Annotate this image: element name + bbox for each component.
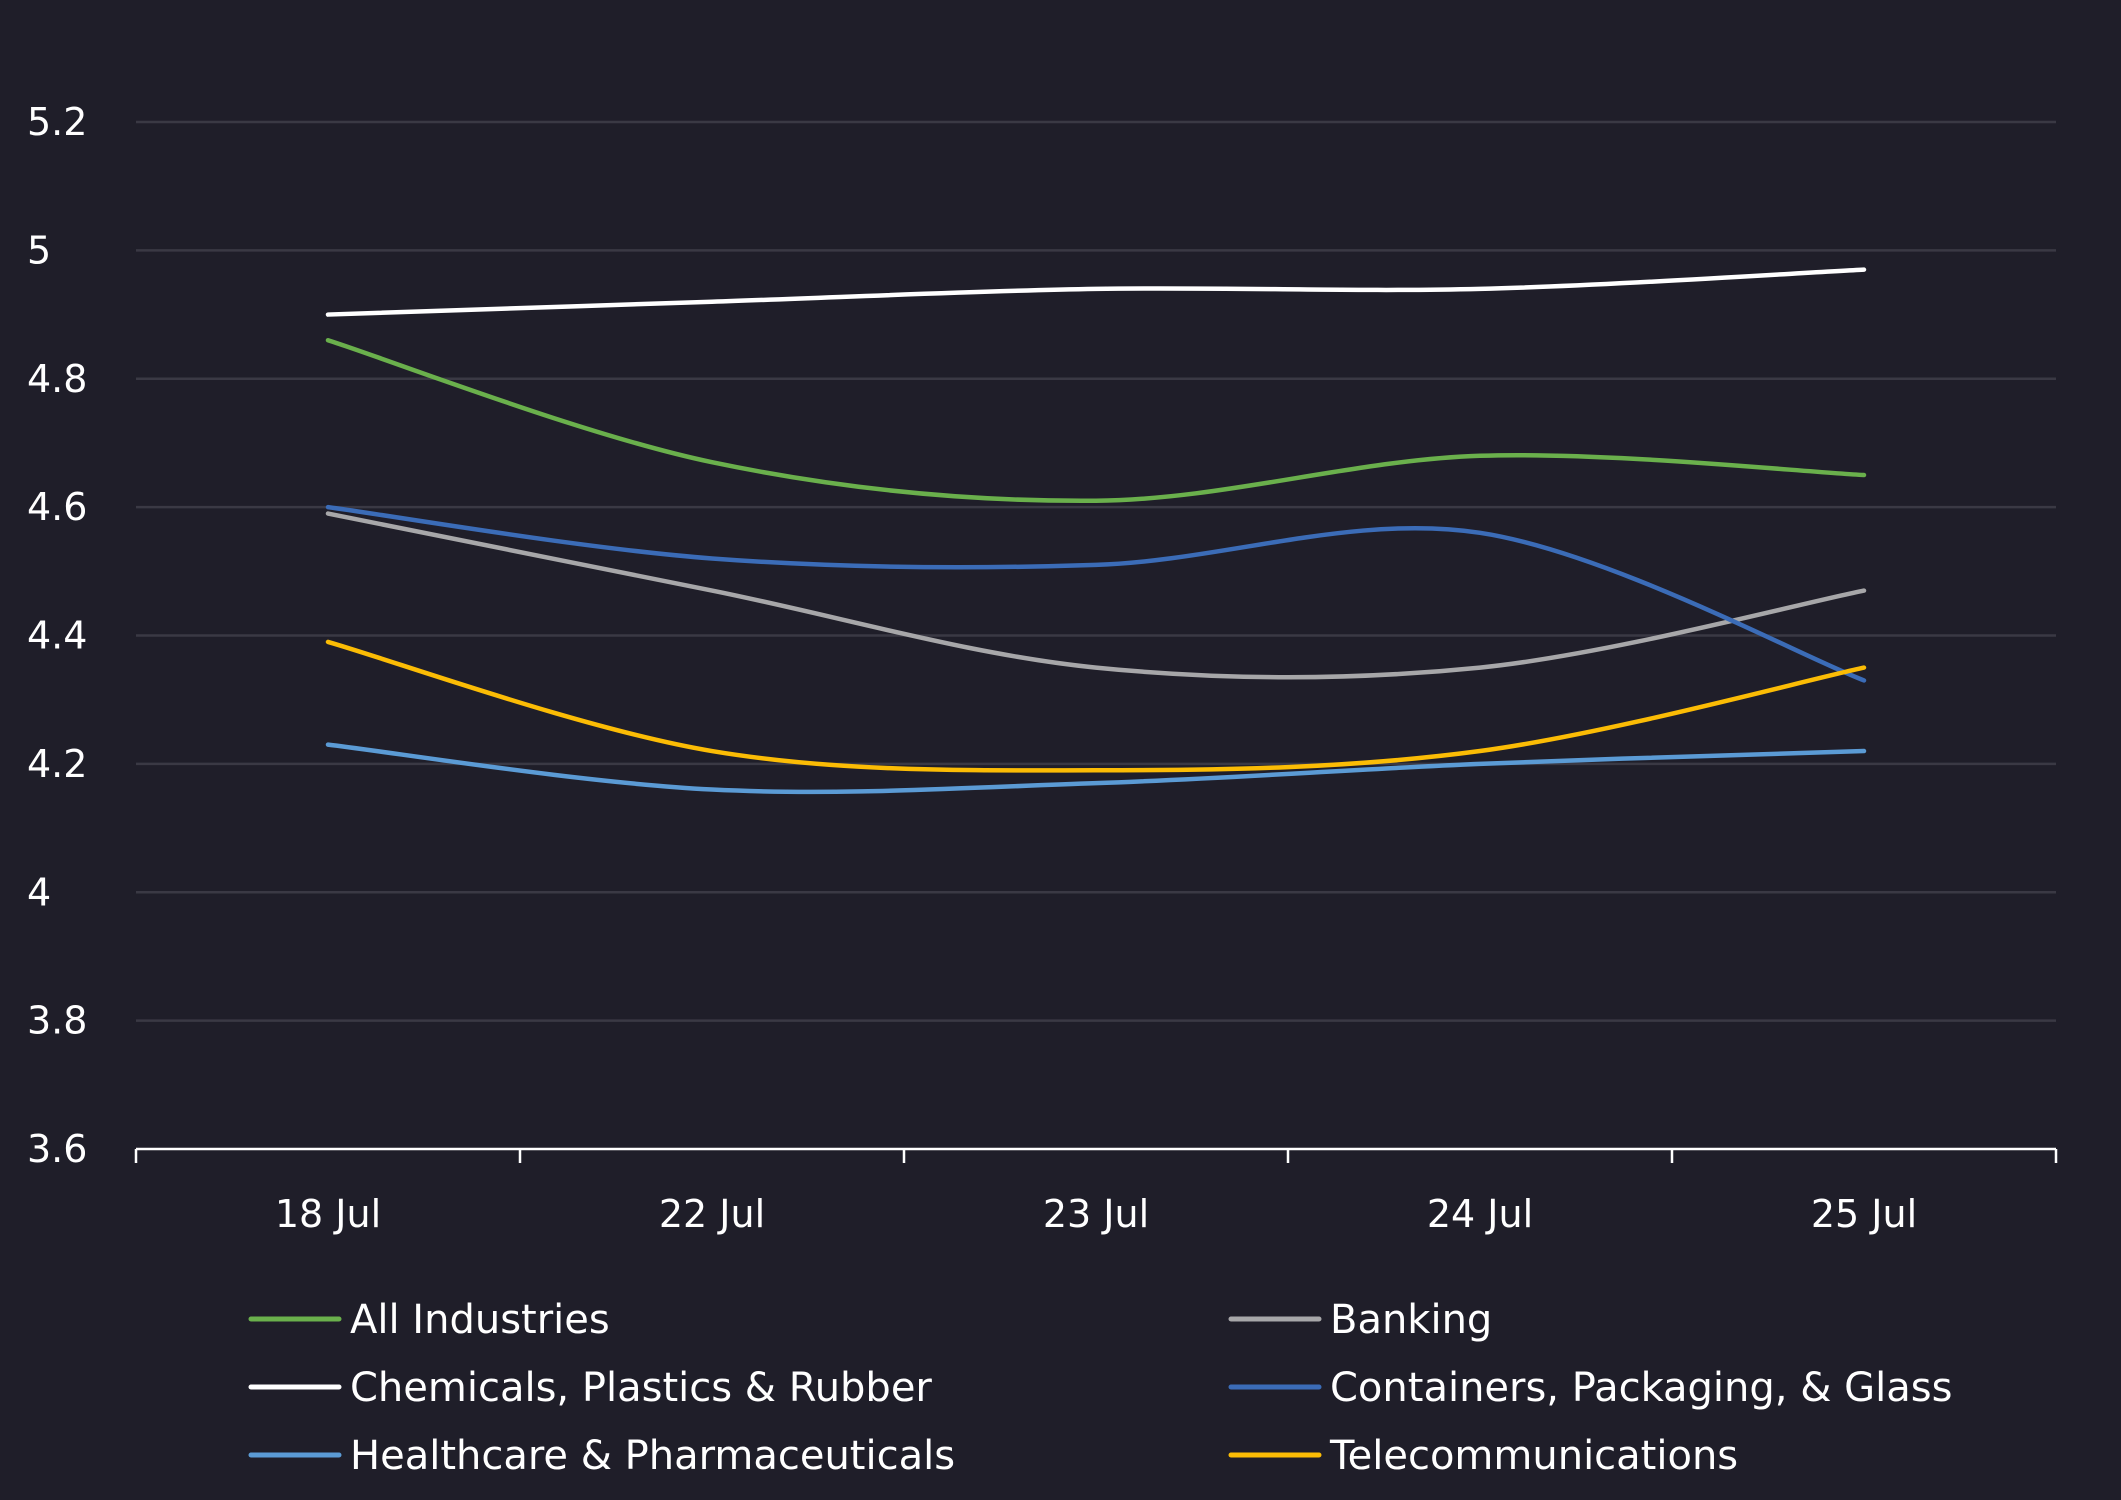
legend-item: Banking: [1228, 1297, 1492, 1343]
legend-label: All Industries: [350, 1297, 610, 1343]
series-line-telecommunications: [325, 639, 1867, 773]
series-line-banking: [325, 511, 1867, 680]
series-lines: [325, 267, 1867, 795]
y-tick-label: 4.8: [27, 357, 87, 401]
legend-item: Healthcare & Pharmaceuticals: [248, 1433, 955, 1479]
legend-label: Healthcare & Pharmaceuticals: [350, 1433, 955, 1479]
gridlines: [136, 120, 2056, 1022]
x-tick-label: 23 Jul: [1043, 1192, 1149, 1236]
legend-label: Telecommunications: [1329, 1433, 1738, 1479]
y-tick-label: 3.6: [27, 1127, 87, 1171]
y-tick-label: 4.4: [27, 614, 87, 658]
legend-item: Containers, Packaging, & Glass: [1228, 1365, 1952, 1411]
series-line-chemicals-plastics-rubber: [325, 267, 1867, 317]
x-tick-label: 25 Jul: [1811, 1192, 1917, 1236]
y-tick-label: 4.6: [27, 485, 87, 529]
legend-item: Telecommunications: [1228, 1433, 1738, 1479]
x-tick-label: 24 Jul: [1427, 1192, 1533, 1236]
x-tick-label: 18 Jul: [275, 1192, 381, 1236]
legend-label: Banking: [1330, 1297, 1492, 1343]
y-tick-label: 4: [27, 870, 51, 914]
series-line-containers-packaging-glass: [325, 504, 1867, 683]
x-axis-tick-labels: 18 Jul 22 Jul 23 Jul 24 Jul 25 Jul: [275, 1192, 1917, 1236]
series-line-all-industries: [325, 337, 1867, 504]
legend-label: Containers, Packaging, & Glass: [1330, 1365, 1952, 1411]
legend-item: Chemicals, Plastics & Rubber: [248, 1365, 932, 1411]
legend-item: All Industries: [248, 1297, 610, 1343]
legend-label: Chemicals, Plastics & Rubber: [350, 1365, 932, 1411]
y-axis-tick-labels: 5.2 5 4.8 4.6 4.4 4.2 4 3.8 3.6: [27, 100, 87, 1171]
y-tick-label: 5: [27, 228, 51, 272]
legend: All Industries Banking Chemicals, Plastics…: [248, 1297, 1952, 1479]
x-tick-label: 22 Jul: [659, 1192, 765, 1236]
series-line-healthcare-pharmaceuticals: [325, 742, 1867, 795]
y-tick-label: 3.8: [27, 999, 87, 1043]
x-axis: [134, 1147, 2058, 1163]
y-tick-label: 4.2: [27, 742, 87, 786]
y-tick-label: 5.2: [27, 100, 87, 144]
